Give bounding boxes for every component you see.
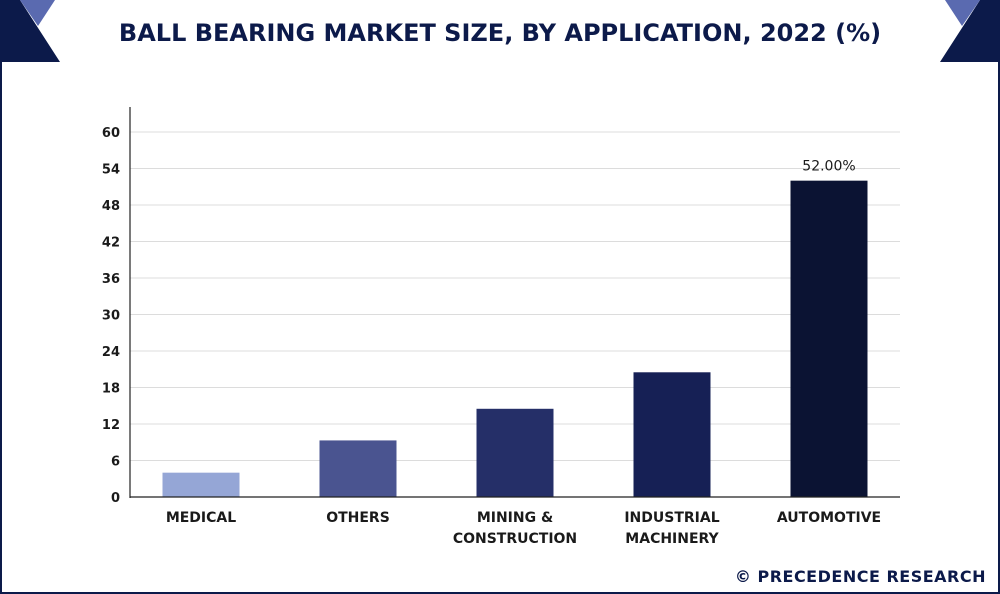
y-tick-label: 6 — [111, 455, 120, 470]
x-category-label: OTHERS — [326, 510, 390, 526]
y-tick-label: 60 — [102, 126, 120, 141]
x-category-label: AUTOMOTIVE — [777, 510, 881, 526]
y-tick-label: 24 — [102, 345, 120, 360]
x-category-label: INDUSTRIAL MACHINERY — [624, 510, 719, 547]
y-axis: 0 6 12 18 24 30 36 42 48 54 60 — [102, 107, 131, 506]
header-banner: BALL BEARING MARKET SIZE, BY APPLICATION… — [0, 0, 1000, 62]
corner-accent-left — [20, 0, 55, 26]
x-category-label: MEDICAL — [166, 510, 236, 526]
y-tick-label: 12 — [102, 418, 120, 433]
y-tick-label: 0 — [111, 491, 120, 506]
y-tick-label: 54 — [102, 163, 120, 178]
bar — [633, 372, 711, 497]
bar — [790, 180, 868, 497]
source-credit: © PRECEDENCE RESEARCH — [734, 567, 986, 586]
y-tick-label: 18 — [102, 382, 120, 397]
x-category-label: MINING & CONSTRUCTION — [453, 510, 577, 547]
x-axis: MEDICAL OTHERS MINING & CONSTRUCTION INDUSTR… — [130, 496, 900, 547]
y-tick-label: 48 — [102, 199, 120, 214]
corner-accent-right — [945, 0, 980, 26]
chart-title: BALL BEARING MARKET SIZE, BY APPLICATION… — [119, 19, 881, 47]
y-tick-label: 30 — [102, 309, 120, 324]
header-title-plate — [20, 0, 980, 62]
bar — [476, 408, 554, 497]
data-label: 52.00% — [802, 159, 855, 175]
bar — [319, 440, 397, 497]
y-tick-label: 36 — [102, 272, 120, 287]
bar — [162, 472, 240, 497]
bars: 52.00% — [162, 159, 868, 497]
y-tick-label: 42 — [102, 236, 120, 251]
grid-lines — [130, 131, 900, 461]
